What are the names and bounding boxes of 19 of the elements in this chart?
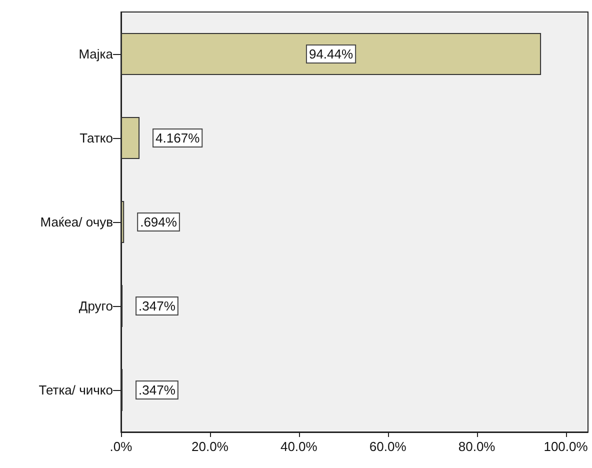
data-label: .347%: [138, 382, 176, 398]
y-tick-label: Друго: [78, 298, 113, 314]
y-tick-label: Татко: [80, 130, 113, 146]
bar: [121, 33, 542, 75]
y-tick-label: Тетка/ чичко: [38, 382, 113, 398]
x-tick-label: 20.0%: [192, 439, 229, 454]
data-label: 94.44%: [308, 46, 354, 62]
x-tick-label: 60.0%: [369, 439, 407, 454]
x-tick-label: .0%: [110, 439, 133, 454]
y-tick-label: Мајка: [78, 46, 114, 62]
x-tick-label: 40.0%: [280, 439, 318, 454]
data-label: .694%: [140, 214, 178, 230]
bar: [121, 201, 124, 243]
y-tick-label: Маќеа/ очув: [40, 214, 114, 230]
x-tick-label: 100.0%: [544, 439, 588, 454]
data-label: 4.167%: [156, 130, 200, 146]
x-tick-label: 80.0%: [458, 439, 496, 454]
data-label: .347%: [138, 298, 176, 314]
bar: [121, 117, 140, 159]
